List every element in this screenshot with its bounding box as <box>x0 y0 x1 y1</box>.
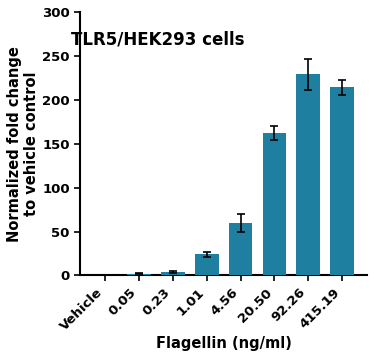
Bar <box>330 87 354 276</box>
Bar <box>195 255 218 276</box>
Bar <box>263 133 286 276</box>
X-axis label: Flagellin (ng/ml): Flagellin (ng/ml) <box>156 336 292 351</box>
Text: TLR5/HEK293 cells: TLR5/HEK293 cells <box>71 30 245 48</box>
Bar <box>229 223 252 276</box>
Bar <box>161 272 185 276</box>
Bar <box>297 74 320 276</box>
Y-axis label: Normalized fold change
to vehicle control: Normalized fold change to vehicle contro… <box>7 46 39 242</box>
Bar <box>127 274 151 276</box>
